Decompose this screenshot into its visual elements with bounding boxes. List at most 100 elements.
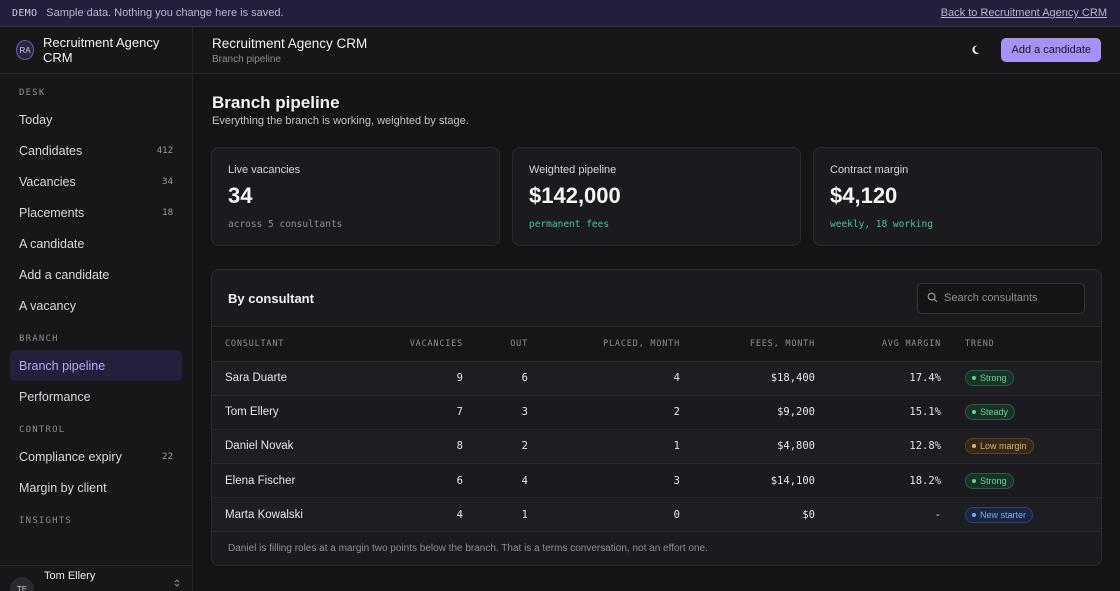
vacancies-cell: 4 [359,497,463,533]
out-cell: 4 [463,463,528,499]
section-label: CONTROL [19,425,66,435]
fees-cell: $9,200 [680,395,815,430]
consultant-name: Marta Kowalski [212,497,359,533]
trend-cell: Steady [941,395,1101,430]
placed-cell: 0 [528,497,680,533]
status-dot-icon [972,512,976,517]
user-name: Tom Ellery [44,570,96,582]
sidebar-item-add-a-candidate[interactable]: Add a candidate [10,259,182,290]
brand-logo: RA [16,40,34,60]
margin-cell: 18.2% [815,463,941,499]
main-content: Branch pipeline Everything the branch is… [193,74,1120,591]
fees-cell: $4,800 [680,429,815,465]
table-row[interactable]: Daniel Novak 8 2 1 $4,800 12.8% Low margin [212,429,1101,465]
fees-cell: $14,100 [680,463,815,499]
table-row[interactable]: Tom Ellery 7 3 2 $9,200 15.1% Steady [212,395,1101,430]
table-row[interactable]: Marta Kowalski 4 1 0 $0- New starter [212,497,1101,533]
fees-cell: $18,400 [680,361,815,396]
vacancies-cell: 9 [359,361,463,396]
header-breadcrumb: Branch pipeline [212,53,281,65]
stat-note: permanent fees [529,219,610,230]
chevron-updown-icon [172,578,182,591]
trend-label: Steady [980,407,1009,418]
sidebar-item-label: Candidates [19,143,83,158]
brand[interactable]: RA Recruitment Agency CRM [0,27,192,74]
trend-label: Strong [980,475,1007,486]
sidebar-item-label: A vacancy [19,298,76,313]
consultant-name: Tom Ellery [212,395,359,430]
col-consultant[interactable]: CONSULTANT [212,327,359,362]
sidebar-item-count: 412 [156,145,173,156]
sidebar-item-count: 22 [162,451,173,462]
panel-footnote: Daniel is filling roles at a margin two … [228,543,708,555]
add-candidate-button[interactable]: Add a candidate [1001,38,1101,62]
col-trend[interactable]: TREND [941,327,1101,362]
sidebar-item-count: 18 [162,207,173,218]
sidebar-item-label: Today [19,112,53,127]
table-row[interactable]: Elena Fischer 6 4 3 $14,100 18.2% Strong [212,463,1101,499]
header-title: Recruitment Agency CRM [212,35,368,51]
table-header-row: CONSULTANT VACANCIES OUT PLACED, MONTH F… [212,327,1101,362]
col-placed[interactable]: PLACED, MONTH [528,327,680,362]
placed-cell: 1 [528,429,680,465]
search-input[interactable] [944,292,1074,304]
trend-badge: Strong [965,472,1014,489]
col-vacancies[interactable]: VACANCIES [359,327,463,362]
sidebar-item-performance[interactable]: Performance [10,381,182,412]
trend-label: New starter [980,509,1027,520]
stat-value: 34 [228,183,253,208]
trend-cell: New starter [941,497,1101,533]
vacancies-cell: 6 [359,463,463,499]
sidebar-item-label: A candidate [19,236,85,251]
out-cell: 1 [463,497,528,533]
out-cell: 3 [463,395,528,430]
user-menu[interactable]: TE Tom Ellery [0,565,192,591]
consultant-name: Sara Duarte [212,361,359,396]
sidebar-item-vacancies[interactable]: Vacancies 34 [10,166,182,197]
summary-cards: Live vacancies 34 across 5 consultants Weig… [211,147,1102,246]
section-label: INSIGHTS [19,516,72,526]
sidebar-item-margin-by-client[interactable]: Margin by client [10,472,182,503]
section-label: DESK [19,88,46,98]
sidebar-item-a-vacancy[interactable]: A vacancy [10,290,182,321]
trend-cell: Strong [941,463,1101,499]
sidebar-item-count: 34 [162,176,173,187]
demo-banner: DEMO Sample data. Nothing you change her… [0,0,1120,27]
status-dot-icon [972,376,976,381]
sidebar-item-today[interactable]: Today [10,104,182,135]
margin-cell: 12.8% [815,429,941,465]
moon-icon[interactable] [967,40,987,60]
search-box[interactable] [917,282,1085,314]
demo-tag: DEMO [12,7,38,19]
consultant-name: Daniel Novak [212,429,359,465]
trend-cell: Low margin [941,429,1101,465]
top-header: Recruitment Agency CRM Branch pipeline A… [193,27,1120,74]
col-fees[interactable]: FEES, MONTH [680,327,815,362]
page-subtitle: Everything the branch is working, weight… [212,115,469,127]
sidebar-item-a-candidate[interactable]: A candidate [10,228,182,259]
table-row[interactable]: Sara Duarte 9 6 4 $18,400 17.4% Strong [212,361,1101,396]
vacancies-cell: 7 [359,395,463,430]
trend-badge: Low margin [965,438,1034,455]
avatar: TE [10,577,34,591]
margin-cell: 15.1% [815,395,941,430]
col-margin[interactable]: AVG MARGIN [815,327,941,362]
col-out[interactable]: OUT [463,327,528,362]
sidebar-item-branch-pipeline[interactable]: Branch pipeline [10,350,182,381]
consultant-panel: By consultant CONSULTANT VACANCIES OUT P… [211,269,1102,566]
stat-card: Contract margin $4,120 weekly, 18 working [813,147,1102,246]
trend-cell: Strong [941,361,1101,396]
sidebar-item-placements[interactable]: Placements 18 [10,197,182,228]
status-dot-icon [972,444,976,449]
sidebar-item-candidates[interactable]: Candidates 412 [10,135,182,166]
stat-note: across 5 consultants [228,219,343,230]
stat-value: $4,120 [830,183,898,208]
back-link[interactable]: Back to Recruitment Agency CRM [940,7,1107,19]
out-cell: 6 [463,361,528,396]
sidebar-item-label: Margin by client [19,480,107,495]
sidebar-item-compliance-expiry[interactable]: Compliance expiry 22 [10,441,182,472]
stat-card: Weighted pipeline $142,000 permanent fees [512,147,801,246]
placed-cell: 2 [528,395,680,430]
trend-badge: Steady [965,404,1016,421]
search-icon [927,291,938,306]
